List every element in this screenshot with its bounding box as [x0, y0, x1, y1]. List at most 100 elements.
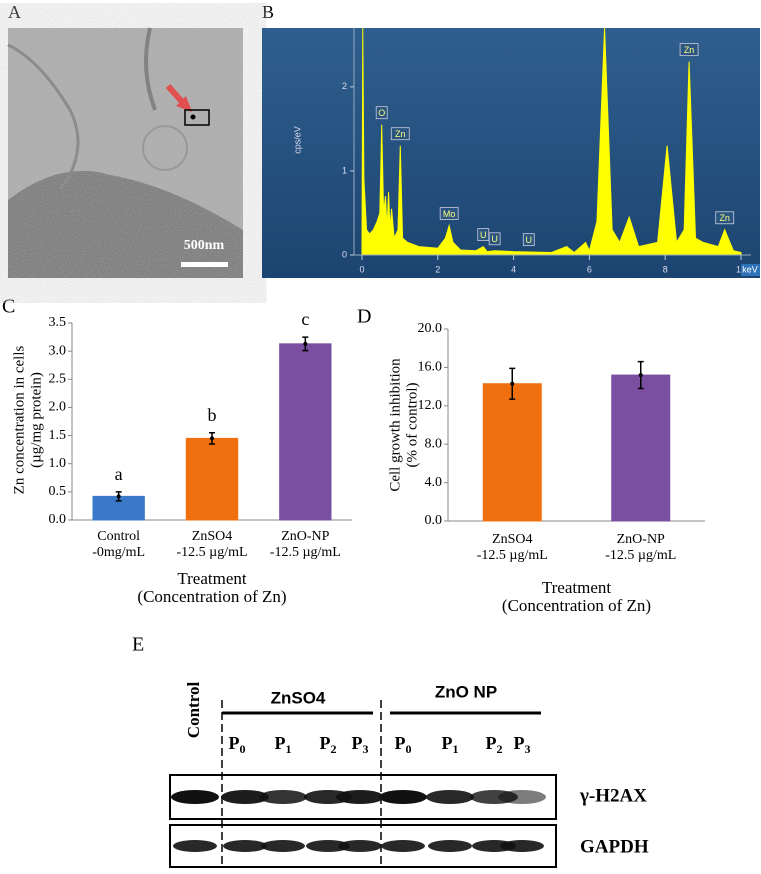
lane-letter: P	[514, 733, 525, 753]
y-axis-label: Cell growth inhibition	[387, 358, 403, 492]
lane-subscript: 3	[363, 742, 369, 756]
x-tick-label: ZnO-NP	[617, 532, 665, 547]
error-center	[638, 373, 643, 378]
x-axis-label: Treatment	[542, 578, 612, 597]
band	[223, 840, 267, 852]
x-tick-label: -12.5 µg/mL	[176, 545, 247, 560]
band	[428, 840, 472, 852]
y-tick-label: 12.0	[418, 398, 443, 413]
control-label: Control	[184, 682, 203, 739]
band	[338, 840, 382, 852]
group-label: ZnSO4	[271, 688, 326, 707]
peak-label-box	[375, 106, 388, 120]
panel-label: C	[2, 296, 15, 318]
lane-letter: P	[442, 733, 453, 753]
row-label: γ-H2AX	[579, 785, 647, 806]
y-axis-label: Zn concentration in cells	[11, 345, 27, 494]
band	[259, 790, 307, 804]
scale-bar-label: 500nm	[184, 238, 225, 253]
x-unit-box	[741, 264, 760, 276]
y-tick-label: 1.5	[49, 428, 67, 443]
lane-label: P0	[229, 733, 246, 756]
x-tick-label: ZnO-NP	[281, 529, 329, 544]
lane-subscript: 0	[406, 742, 412, 756]
band	[381, 840, 425, 852]
spectrum-background	[262, 28, 760, 278]
panel-label: D	[357, 306, 371, 328]
y-tick-label: 8.0	[425, 436, 443, 451]
peak-label: Zn	[719, 213, 730, 223]
peak-label: U	[526, 235, 533, 245]
band	[173, 840, 217, 852]
lane-subscript: 2	[331, 742, 337, 756]
x-axis-label: Treatment	[177, 569, 247, 588]
band	[500, 840, 544, 852]
y-tick-label: 0.0	[49, 512, 67, 527]
x-axis-label: (Concentration of Zn)	[502, 596, 651, 615]
lane-label: P1	[275, 733, 292, 756]
lane-label: P3	[352, 733, 369, 756]
significance-letter: c	[301, 309, 309, 329]
bar	[279, 343, 332, 521]
lane-label: P1	[442, 733, 459, 756]
x-tick-label: Control	[97, 529, 140, 544]
x-tick-label: 4	[511, 264, 516, 274]
lane-letter: P	[275, 733, 286, 753]
peak-label: Mo	[443, 209, 456, 219]
lane-label: P3	[514, 733, 531, 756]
bar	[611, 374, 671, 522]
bar	[482, 383, 542, 522]
y-tick-label: 0.5	[49, 484, 67, 499]
lane-letter: P	[229, 733, 240, 753]
panel-label: B	[262, 2, 274, 22]
band	[336, 790, 384, 804]
lane-subscript: 2	[497, 742, 503, 756]
band	[261, 840, 305, 852]
y-tick-label: 0.0	[425, 513, 443, 528]
error-center	[210, 436, 214, 441]
x-tick-label: -12.5 µg/mL	[270, 545, 341, 560]
band	[306, 840, 350, 852]
y-tick-label: 16.0	[418, 360, 443, 375]
peak-label: U	[480, 230, 487, 240]
lane-letter: P	[486, 733, 497, 753]
lane-letter: P	[352, 733, 363, 753]
lane-subscript: 1	[286, 742, 292, 756]
peak-label: U	[491, 234, 498, 244]
y-axis-label: (% of control)	[404, 383, 420, 468]
peak-label: O	[378, 108, 385, 118]
band	[379, 790, 427, 804]
lane-letter: P	[395, 733, 406, 753]
band	[221, 790, 269, 804]
panel-label: A	[8, 2, 21, 22]
y-tick-label: 2	[342, 81, 347, 91]
x-tick-label: -0mg/mL	[92, 545, 145, 560]
spectrum	[361, 27, 742, 256]
peak-label-box	[390, 127, 410, 141]
x-tick-label: ZnSO4	[192, 529, 232, 544]
y-tick-label: 1.0	[49, 456, 67, 471]
x-tick-label: 8	[663, 264, 668, 274]
x-axis-label: (Concentration of Zn)	[137, 587, 286, 606]
y-tick-label: 1	[342, 165, 347, 175]
peak-label-box	[488, 232, 501, 246]
error-center	[116, 494, 121, 499]
lane-subscript: 0	[240, 742, 246, 756]
y-tick-label: 0	[342, 249, 347, 259]
lane-label: P2	[486, 733, 503, 756]
x-tick-label: ZnSO4	[492, 532, 532, 547]
lane-subscript: 3	[525, 742, 531, 756]
y-tick-label: 2.0	[49, 400, 67, 415]
band	[426, 790, 474, 804]
lane-label: P2	[320, 733, 337, 756]
lane-label: P0	[395, 733, 412, 756]
lane-letter: P	[320, 733, 331, 753]
y-axis-label: cps/eV	[292, 126, 302, 154]
group-label: ZnO NP	[435, 682, 497, 701]
error-center	[510, 381, 515, 386]
x-tick-label: 2	[435, 264, 440, 274]
y-tick-label: 3.5	[49, 315, 67, 330]
peak-label: Zn	[395, 129, 406, 139]
peak-label: Zn	[684, 45, 695, 55]
